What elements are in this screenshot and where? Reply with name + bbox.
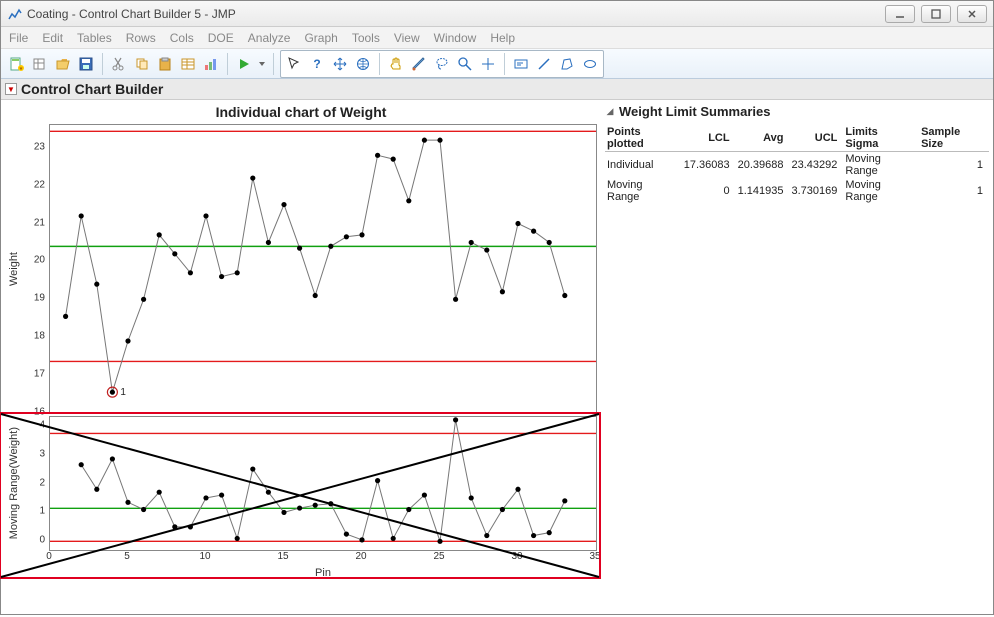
summary-cell: 23.43292 (789, 152, 843, 179)
summary-disclose-icon[interactable]: ◢ (605, 107, 615, 117)
menu-item-file[interactable]: File (9, 31, 28, 45)
crosshair-icon[interactable] (478, 54, 498, 74)
toolbar-copy-icon[interactable] (132, 54, 152, 74)
hand-icon[interactable] (386, 54, 406, 74)
summary-cell: 20.39688 (736, 152, 790, 179)
toolbar-run-dropdown-icon[interactable] (257, 54, 267, 74)
menu-item-rows[interactable]: Rows (126, 31, 156, 45)
upper-y-axis: 1617181920212223 (23, 124, 49, 414)
app-icon (7, 6, 23, 22)
menu-item-graph[interactable]: Graph (304, 31, 337, 45)
summary-col-header: Limits Sigma (843, 125, 919, 152)
summary-cell: Moving Range (843, 152, 919, 179)
pointer-icon[interactable] (284, 54, 304, 74)
maximize-button[interactable] (921, 5, 951, 23)
menu-item-view[interactable]: View (394, 31, 420, 45)
svg-text:★: ★ (19, 66, 24, 72)
annotation-rect-icon[interactable] (511, 54, 531, 74)
summary-cell: 0 (682, 178, 736, 204)
move-icon[interactable] (330, 54, 350, 74)
menu-item-help[interactable]: Help (490, 31, 515, 45)
summary-cell: 17.36083 (682, 152, 736, 179)
toolbar-new-icon[interactable]: ★ (7, 54, 27, 74)
toolbar: ★ ? (1, 49, 993, 79)
summary-panel: ◢ Weight Limit Summaries PointsplottedLC… (601, 100, 993, 617)
menu-item-cols[interactable]: Cols (170, 31, 194, 45)
help-icon[interactable]: ? (307, 54, 327, 74)
toolbar-open-grid-icon[interactable] (30, 54, 50, 74)
chart-panel: Individual chart of Weight Weight 161718… (1, 100, 601, 617)
summary-title: Weight Limit Summaries (619, 104, 770, 119)
summary-cell: 1 (919, 178, 989, 204)
section-title: Control Chart Builder (21, 81, 163, 97)
window-titlebar: Coating - Control Chart Builder 5 - JMP (1, 1, 993, 27)
toolbar-tools-group: ? (280, 50, 604, 78)
menu-item-analyze[interactable]: Analyze (248, 31, 291, 45)
svg-text:?: ? (313, 57, 320, 71)
menubar: File Edit Tables Rows Cols DOE Analyze Graph Too… (1, 27, 993, 49)
ellipse-icon[interactable] (580, 54, 600, 74)
globe-icon[interactable] (353, 54, 373, 74)
polygon-icon[interactable] (557, 54, 577, 74)
chart-title: Individual chart of Weight (5, 102, 597, 124)
summary-cell: 3.730169 (789, 178, 843, 204)
line-icon[interactable] (534, 54, 554, 74)
table-row: Moving Range01.1419353.730169Moving Rang… (605, 178, 989, 204)
menu-item-edit[interactable]: Edit (42, 31, 63, 45)
table-row: Individual17.3608320.3968823.43292Moving… (605, 152, 989, 179)
summary-col-header: UCL (789, 125, 843, 152)
summary-table: PointsplottedLCLAvgUCLLimits SigmaSample… (605, 125, 989, 204)
summary-col-header: Pointsplotted (605, 125, 682, 152)
section-disclose-icon[interactable]: ▼ (5, 83, 17, 95)
zoom-icon[interactable] (455, 54, 475, 74)
section-header: ▼ Control Chart Builder (1, 79, 993, 100)
summary-col-header: LCL (682, 125, 736, 152)
summary-cell: 1 (919, 152, 989, 179)
toolbar-save-icon[interactable] (76, 54, 96, 74)
toolbar-table-icon[interactable] (178, 54, 198, 74)
summary-col-header: Sample Size (919, 125, 989, 152)
annotation-rectangle (0, 412, 601, 579)
brush-icon[interactable] (409, 54, 429, 74)
summary-cell: Individual (605, 152, 682, 179)
window-title: Coating - Control Chart Builder 5 - JMP (27, 7, 885, 21)
toolbar-paste-icon[interactable] (155, 54, 175, 74)
svg-text:1: 1 (120, 387, 126, 398)
close-button[interactable] (957, 5, 987, 23)
toolbar-cut-icon[interactable] (109, 54, 129, 74)
summary-cell: Moving Range (605, 178, 682, 204)
toolbar-open-icon[interactable] (53, 54, 73, 74)
summary-col-header: Avg (736, 125, 790, 152)
menu-item-tools[interactable]: Tools (352, 31, 380, 45)
summary-cell: 1.141935 (736, 178, 790, 204)
menu-item-window[interactable]: Window (434, 31, 477, 45)
lasso-icon[interactable] (432, 54, 452, 74)
toolbar-chart-small-icon[interactable] (201, 54, 221, 74)
summary-cell: Moving Range (843, 178, 919, 204)
toolbar-run-icon[interactable] (234, 54, 254, 74)
upper-plot[interactable]: 1 (49, 124, 597, 414)
minimize-button[interactable] (885, 5, 915, 23)
menu-item-tables[interactable]: Tables (77, 31, 112, 45)
upper-ylabel: Weight (5, 124, 23, 414)
menu-item-doe[interactable]: DOE (208, 31, 234, 45)
